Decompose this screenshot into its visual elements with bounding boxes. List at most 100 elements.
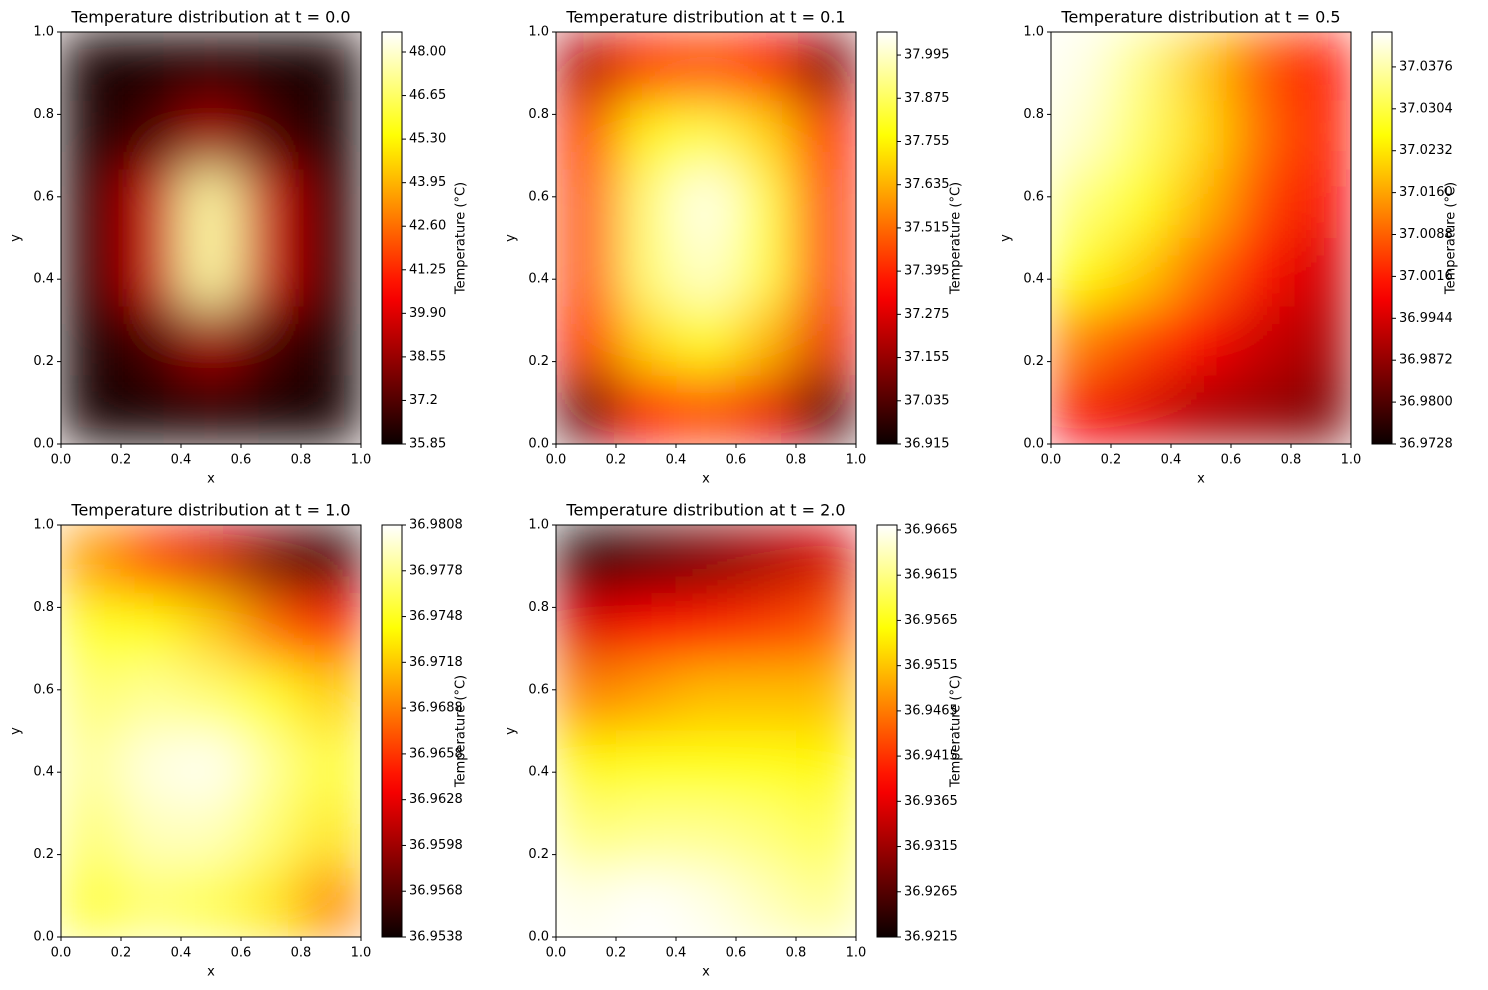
y-tick-label: 0.0	[528, 930, 549, 945]
x-tick-label: 1.0	[846, 946, 867, 961]
heat-cell	[61, 731, 122, 801]
heat-cell	[1171, 375, 1232, 444]
y-axis-label: y	[504, 234, 519, 242]
heat-cell	[1291, 238, 1351, 308]
colorbar-tick-label: 37.155	[904, 350, 950, 365]
heat-cell	[181, 868, 242, 937]
x-tick-label: 0.4	[666, 453, 687, 468]
heat-cell	[616, 731, 677, 801]
heat-cell	[181, 375, 242, 444]
x-tick-label: 1.0	[846, 453, 867, 468]
x-tick-label: 1.0	[1341, 453, 1362, 468]
colorbar-tick-label: 35.85	[409, 437, 446, 452]
x-axis-label: x	[1197, 472, 1205, 487]
heat-cell	[676, 868, 737, 937]
colorbar-tick-label: 37.2	[409, 393, 438, 408]
heat-cell	[796, 868, 856, 937]
heat-cell	[676, 525, 737, 595]
heat-cell	[796, 32, 856, 102]
heat-cell	[736, 593, 797, 663]
heat-cell	[121, 731, 182, 801]
colorbar-tick-label: 36.9688	[409, 701, 463, 716]
heat-cell	[121, 662, 182, 732]
colorbar-tick-label: 46.65	[409, 88, 446, 103]
y-axis-label: y	[999, 234, 1014, 242]
heat-cell	[301, 731, 361, 801]
heat-cell	[736, 100, 797, 170]
colorbar-tick-label: 36.9415	[904, 749, 958, 764]
heat-cell	[676, 593, 737, 663]
colorbar-tick-label: 37.635	[904, 177, 950, 192]
colorbar-tick-label: 36.9778	[409, 563, 463, 578]
heatmap-area	[61, 32, 361, 444]
heat-cell	[301, 169, 361, 239]
heat-cell	[241, 525, 302, 595]
heat-cell	[616, 662, 677, 732]
heat-cell	[241, 868, 302, 937]
heat-cell	[181, 32, 242, 102]
y-tick-label: 0.4	[528, 765, 549, 780]
heat-cell	[796, 238, 856, 308]
colorbar-tick-label: 36.9565	[904, 613, 958, 628]
heat-cell	[181, 306, 242, 376]
y-tick-label: 0.0	[33, 930, 54, 945]
y-tick-label: 0.0	[33, 437, 54, 452]
heat-cell	[1051, 32, 1112, 102]
y-tick-label: 0.8	[528, 600, 549, 615]
y-tick-label: 0.8	[1023, 107, 1044, 122]
colorbar-tick-label: 36.915	[904, 437, 950, 452]
heat-cell	[736, 799, 797, 869]
x-tick-label: 0.2	[111, 453, 132, 468]
heat-cell	[736, 169, 797, 239]
heat-cell	[676, 731, 737, 801]
heat-cell	[61, 306, 122, 376]
heatmap-area	[556, 32, 856, 444]
heat-cell	[616, 525, 677, 595]
colorbar-tick-label: 36.9718	[409, 655, 463, 670]
y-tick-label: 1.0	[33, 25, 54, 40]
colorbar-tick-label: 37.035	[904, 393, 950, 408]
heat-cell	[241, 375, 302, 444]
heat-cell	[1171, 306, 1232, 376]
heat-cell	[121, 525, 182, 595]
x-tick-label: 0.2	[606, 453, 627, 468]
heat-cell	[676, 662, 737, 732]
colorbar-tick-label: 36.9598	[409, 838, 463, 853]
x-tick-label: 0.2	[606, 946, 627, 961]
heat-cell	[556, 32, 617, 102]
heat-cell	[61, 169, 122, 239]
x-tick-label: 0.6	[726, 453, 747, 468]
heat-cell	[676, 375, 737, 444]
heat-cell	[616, 375, 677, 444]
x-axis-label: x	[702, 965, 710, 980]
heat-cell	[736, 731, 797, 801]
colorbar-label: Temperature (°C)	[454, 675, 469, 788]
colorbar-tick-label: 37.0304	[1399, 101, 1453, 116]
heat-cell	[1291, 100, 1351, 170]
colorbar	[381, 31, 403, 445]
heat-cell	[1291, 306, 1351, 376]
heat-cell	[1171, 238, 1232, 308]
heat-cell	[1051, 306, 1112, 376]
colorbar-tick-label: 36.9265	[904, 884, 958, 899]
heat-cell	[736, 868, 797, 937]
heat-cell	[1111, 100, 1172, 170]
x-tick-label: 0.0	[51, 453, 72, 468]
y-tick-label: 0.0	[528, 437, 549, 452]
colorbar-tick-label: 38.55	[409, 349, 446, 364]
heat-cell	[61, 100, 122, 170]
y-tick-label: 0.2	[33, 354, 54, 369]
y-tick-label: 0.8	[33, 107, 54, 122]
y-tick-label: 0.6	[33, 189, 54, 204]
x-tick-label: 0.4	[1161, 453, 1182, 468]
colorbar-tick-label: 37.755	[904, 134, 950, 149]
x-tick-label: 0.6	[231, 946, 252, 961]
y-tick-label: 1.0	[528, 518, 549, 533]
colorbar-label: Temperature (°C)	[454, 182, 469, 295]
heat-cell	[1231, 238, 1292, 308]
colorbar-tick-label: 36.9628	[409, 792, 463, 807]
heat-cell	[1111, 375, 1172, 444]
x-axis-label: x	[207, 965, 215, 980]
colorbar-tick-label: 36.9665	[904, 522, 958, 537]
heat-cell	[1171, 169, 1232, 239]
